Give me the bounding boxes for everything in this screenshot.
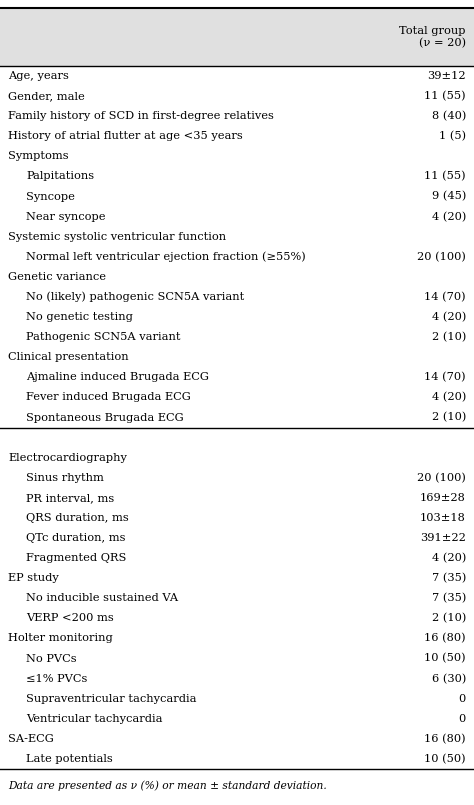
Text: 169±28: 169±28 [420,493,466,503]
Text: Clinical presentation: Clinical presentation [8,353,128,362]
Text: 2 (10): 2 (10) [432,613,466,624]
Text: Gender, male: Gender, male [8,91,85,101]
Text: 20 (100): 20 (100) [417,473,466,483]
Text: 2 (10): 2 (10) [432,332,466,342]
Text: 0: 0 [459,714,466,724]
Text: QTc duration, ms: QTc duration, ms [26,533,126,543]
Text: No genetic testing: No genetic testing [26,312,133,322]
Text: 16 (80): 16 (80) [424,634,466,644]
Text: 11 (55): 11 (55) [424,171,466,182]
Text: 6 (30): 6 (30) [432,674,466,683]
Text: Palpitations: Palpitations [26,171,94,181]
Text: ≤1% PVCs: ≤1% PVCs [26,674,87,683]
Text: 7 (35): 7 (35) [432,573,466,584]
Text: SA-ECG: SA-ECG [8,734,54,744]
Text: Symptoms: Symptoms [8,151,69,161]
Text: Supraventricular tachycardia: Supraventricular tachycardia [26,694,197,704]
Text: 391±22: 391±22 [420,533,466,543]
Text: VERP <200 ms: VERP <200 ms [26,613,114,623]
Text: 4 (20): 4 (20) [432,312,466,322]
Text: Sinus rhythm: Sinus rhythm [26,473,104,483]
Text: Pathogenic SCN5A variant: Pathogenic SCN5A variant [26,332,181,342]
Text: QRS duration, ms: QRS duration, ms [26,513,129,523]
Text: No PVCs: No PVCs [26,654,77,663]
Text: Age, years: Age, years [8,71,69,81]
Text: 9 (45): 9 (45) [432,192,466,202]
Text: History of atrial flutter at age <35 years: History of atrial flutter at age <35 yea… [8,131,243,142]
Text: 0: 0 [459,694,466,704]
Text: No inducible sustained VA: No inducible sustained VA [26,593,178,603]
Text: Normal left ventricular ejection fraction (≥55%): Normal left ventricular ejection fractio… [26,251,306,262]
Text: 20 (100): 20 (100) [417,252,466,262]
Text: Data are presented as ν (%) or mean ± standard deviation.: Data are presented as ν (%) or mean ± st… [8,781,327,791]
Bar [0,8,474,66]
Text: Spontaneous Brugada ECG: Spontaneous Brugada ECG [26,412,184,423]
Text: 10 (50): 10 (50) [424,654,466,663]
Text: Fragmented QRS: Fragmented QRS [26,553,127,564]
Text: PR interval, ms: PR interval, ms [26,493,114,503]
Text: Electrocardiography: Electrocardiography [8,452,127,463]
Text: 10 (50): 10 (50) [424,753,466,764]
Text: Holter monitoring: Holter monitoring [8,634,113,643]
Text: 16 (80): 16 (80) [424,733,466,744]
Text: Ajmaline induced Brugada ECG: Ajmaline induced Brugada ECG [26,373,209,382]
Text: Late potentials: Late potentials [26,754,113,764]
Text: 103±18: 103±18 [420,513,466,523]
Text: Syncope: Syncope [26,192,75,201]
Text: 4 (20): 4 (20) [432,212,466,222]
Text: 8 (40): 8 (40) [432,111,466,122]
Text: Systemic systolic ventricular function: Systemic systolic ventricular function [8,232,226,241]
Text: 14 (70): 14 (70) [424,292,466,302]
Text: 14 (70): 14 (70) [424,372,466,382]
Text: Near syncope: Near syncope [26,212,106,221]
Text: Genetic variance: Genetic variance [8,272,106,282]
Text: 11 (55): 11 (55) [424,91,466,101]
Text: 4 (20): 4 (20) [432,392,466,402]
Text: Ventricular tachycardia: Ventricular tachycardia [26,714,163,724]
Text: 2 (10): 2 (10) [432,412,466,423]
Text: Family history of SCD in first-degree relatives: Family history of SCD in first-degree re… [8,111,274,122]
Text: 4 (20): 4 (20) [432,553,466,564]
Text: No (likely) pathogenic SCN5A variant: No (likely) pathogenic SCN5A variant [26,291,244,302]
Text: 39±12: 39±12 [428,71,466,81]
Text: 1 (5): 1 (5) [439,131,466,142]
Text: EP study: EP study [8,573,59,583]
Text: 7 (35): 7 (35) [432,593,466,604]
Text: Total group
(ν = 20): Total group (ν = 20) [400,26,466,48]
Text: Fever induced Brugada ECG: Fever induced Brugada ECG [26,392,191,402]
